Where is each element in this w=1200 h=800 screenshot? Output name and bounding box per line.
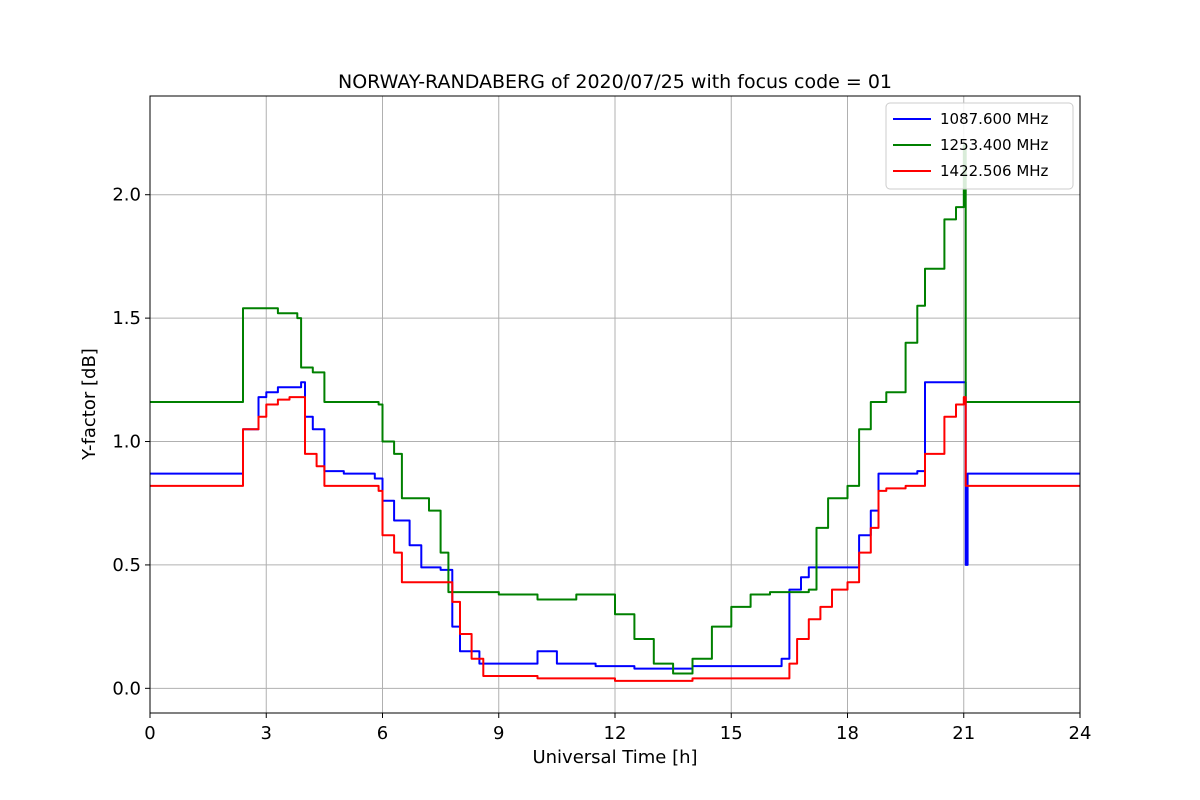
legend-label-2: 1422.506 MHz [940, 162, 1049, 180]
legend[interactable]: 1087.600 MHz 1253.400 MHz 1422.506 MHz [885, 102, 1074, 190]
series-line-0 [150, 381, 1080, 670]
y-tick-label: 0.5 [112, 555, 141, 576]
x-tick-label: 15 [720, 723, 743, 744]
y-tick-label: 0.0 [112, 678, 141, 699]
y-tick-label: 2.0 [112, 185, 141, 206]
y-tick-label: 1.0 [112, 432, 141, 453]
series-line-1 [150, 144, 1080, 675]
x-tick-label: 9 [493, 723, 504, 744]
legend-label-0: 1087.600 MHz [940, 110, 1049, 128]
x-tick-label: 21 [952, 723, 975, 744]
x-tick-label: 18 [836, 723, 859, 744]
x-tick-label: 24 [1069, 723, 1092, 744]
x-tick-label: 6 [377, 723, 388, 744]
x-tick-label: 0 [144, 723, 155, 744]
series-layer [150, 144, 1080, 682]
chart-title: NORWAY-RANDABERG of 2020/07/25 with focu… [338, 71, 892, 93]
legend-label-1: 1253.400 MHz [940, 136, 1049, 154]
ticks: 0 3 6 9 12 15 18 21 24 0.0 0.5 1.0 1.5 2.0 [112, 185, 1091, 744]
y-tick-label: 1.5 [112, 308, 141, 329]
y-axis-label: Y-factor [dB] [79, 348, 100, 461]
x-axis-label: Universal Time [h] [532, 747, 697, 768]
x-tick-label: 3 [261, 723, 272, 744]
legend-box [885, 102, 1074, 190]
x-tick-label: 12 [604, 723, 627, 744]
series-line-2 [150, 396, 1080, 682]
